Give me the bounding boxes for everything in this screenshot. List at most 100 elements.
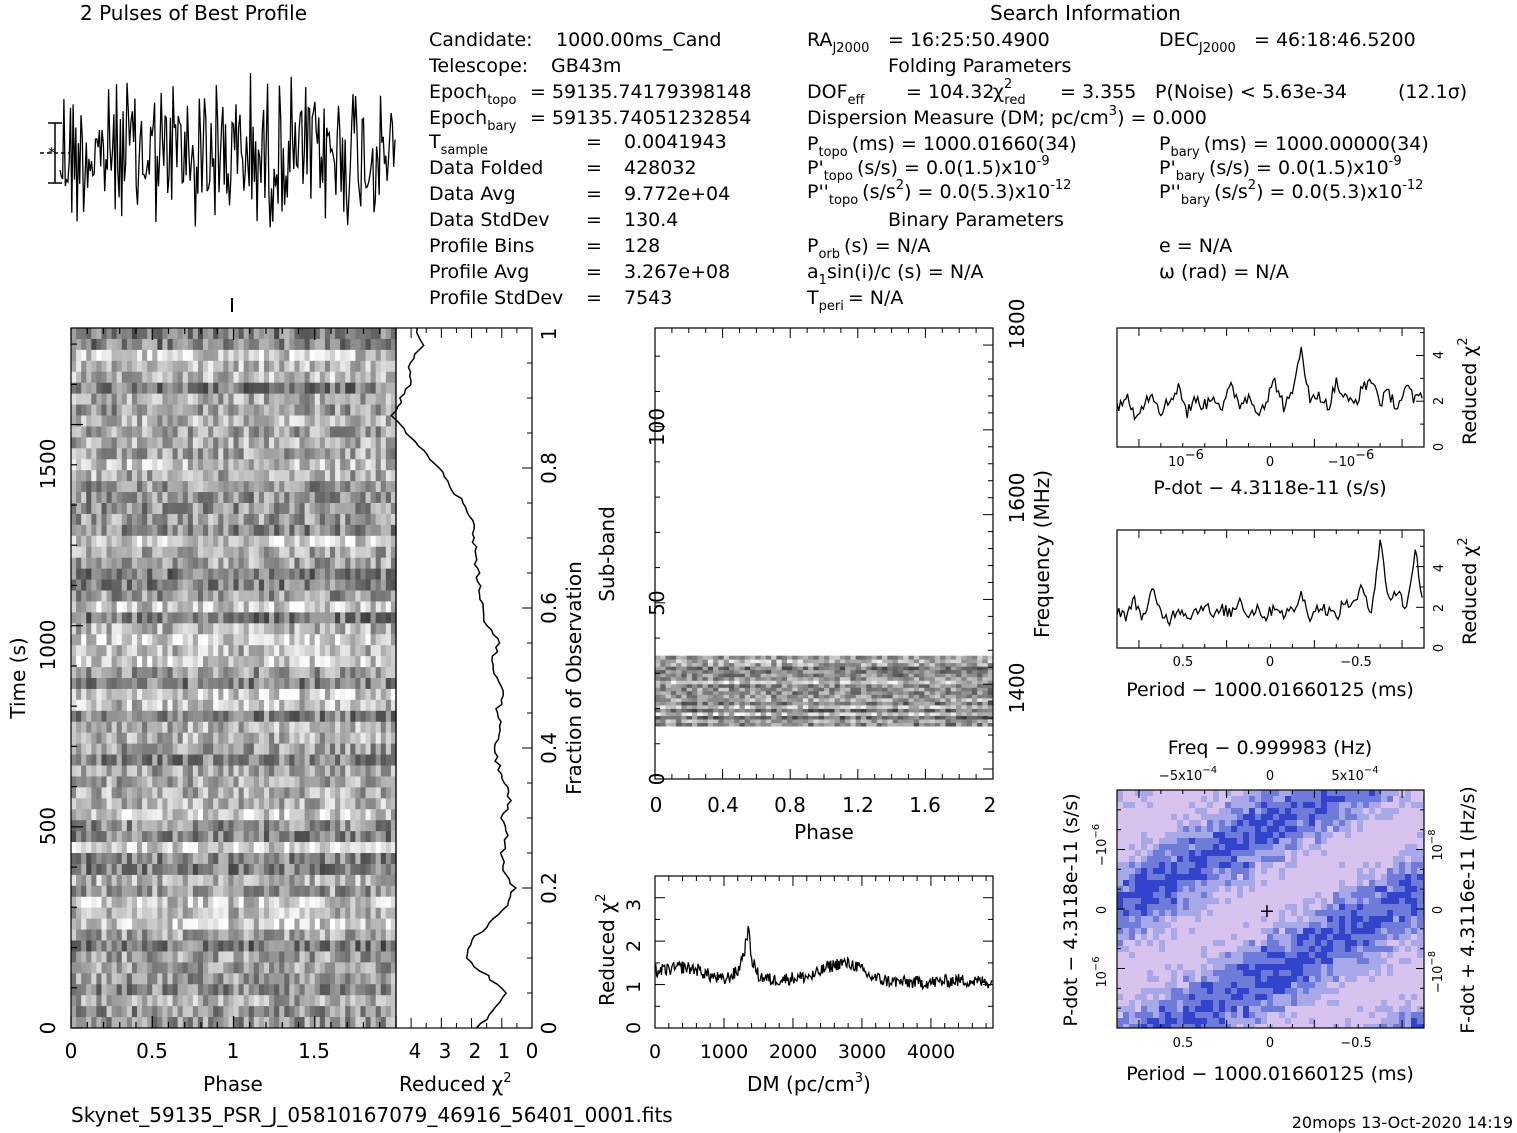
tp-cell — [294, 907, 301, 920]
tp-cell — [147, 349, 153, 362]
sb-cell — [755, 697, 762, 702]
tp-cell — [81, 754, 87, 766]
sb-cell — [750, 708, 756, 713]
tp-cell — [218, 721, 224, 734]
tp-cell — [263, 820, 270, 832]
tp-cell — [111, 743, 118, 756]
tp-cell — [294, 393, 301, 406]
tp-cell — [304, 513, 311, 526]
tp-cell — [335, 1017, 341, 1029]
tp-cell — [167, 328, 174, 340]
tp-cell — [192, 503, 199, 515]
tp-cell — [91, 601, 97, 613]
tp-cell — [314, 918, 321, 931]
tp-cell — [152, 820, 158, 832]
tp-cell — [238, 590, 245, 602]
tp-cell — [126, 765, 133, 777]
tp-cell — [208, 382, 214, 395]
tp-cell — [177, 699, 184, 712]
tp-cell — [218, 448, 224, 460]
tp-cell — [370, 732, 377, 745]
tp-cell — [248, 973, 255, 985]
tp-cell — [101, 546, 108, 559]
tp-cell — [233, 415, 240, 427]
tp-cell — [345, 656, 351, 668]
tp-cell — [71, 371, 77, 384]
tp-cell — [111, 546, 118, 559]
tp-cell — [355, 656, 361, 668]
tp-cell — [233, 798, 240, 810]
tp-cell — [253, 853, 260, 865]
tp-cell — [131, 623, 138, 635]
tp-cell — [243, 831, 250, 843]
tp-cell — [289, 404, 295, 416]
sb-cell — [892, 715, 899, 720]
tp-cell — [319, 557, 326, 570]
tp-cell — [86, 874, 92, 887]
tp-cell — [121, 667, 128, 679]
tp-cell — [304, 842, 311, 854]
tp-cell — [121, 437, 128, 449]
tp-cell — [324, 524, 331, 537]
tp-cell — [350, 470, 356, 482]
tp-cell — [167, 710, 174, 723]
tp-cell — [258, 765, 265, 777]
sb-cell — [929, 687, 936, 692]
tp-cell — [329, 524, 336, 537]
tp-cell — [375, 874, 382, 887]
tp-cell — [172, 360, 179, 373]
tp-cell — [324, 634, 331, 646]
tp-cell — [121, 896, 128, 909]
tp-cell — [111, 426, 118, 438]
tp-cell — [157, 590, 163, 602]
tp-cell — [223, 546, 229, 559]
tp-cell — [126, 918, 133, 931]
tp-cell — [86, 360, 92, 373]
tp-cell — [385, 503, 392, 515]
tp-cell — [121, 535, 128, 548]
tp-cell — [86, 568, 92, 581]
tp-cell — [355, 962, 361, 974]
tp-cell — [274, 842, 280, 854]
tp-cell — [182, 809, 189, 821]
tp-cell — [208, 667, 214, 679]
tp-cell — [223, 481, 229, 493]
sb-cell — [776, 708, 783, 713]
sb-cell — [697, 701, 704, 706]
tp-cell — [116, 721, 123, 734]
sb-cell — [776, 715, 783, 720]
tp-cell — [121, 546, 128, 559]
tp-cell — [284, 579, 290, 591]
tp-cell — [177, 1006, 184, 1018]
tp-cell — [253, 338, 260, 351]
tp-cell — [243, 1017, 250, 1029]
tp-cell — [385, 1006, 392, 1018]
sb-cell — [655, 683, 661, 688]
sb-cell — [781, 712, 788, 716]
tp-cell — [126, 503, 133, 515]
sb-cell — [670, 694, 677, 699]
tp-cell — [304, 612, 311, 624]
tp-cell — [111, 371, 118, 384]
sb-cell — [771, 719, 777, 724]
sb-cell — [913, 712, 920, 716]
sb-cell — [876, 697, 883, 702]
tp-cell — [106, 503, 113, 515]
tp-cell — [177, 601, 184, 613]
tp-cell — [263, 437, 270, 449]
tp-cell — [253, 688, 260, 701]
sb-cell — [713, 722, 719, 727]
tp-cell — [96, 612, 102, 624]
tp-cell — [304, 1017, 311, 1029]
tp-cell — [269, 907, 275, 920]
tp-cell — [284, 699, 290, 712]
sb-cell — [892, 697, 899, 702]
sb-cell — [940, 701, 946, 706]
tp-cell — [121, 831, 128, 843]
tp-cell — [162, 382, 168, 395]
tp-cell — [157, 940, 163, 952]
tp-cell — [350, 524, 356, 537]
sb-cell — [956, 708, 962, 713]
tp-cell — [350, 481, 356, 493]
tp-cell — [365, 634, 372, 646]
